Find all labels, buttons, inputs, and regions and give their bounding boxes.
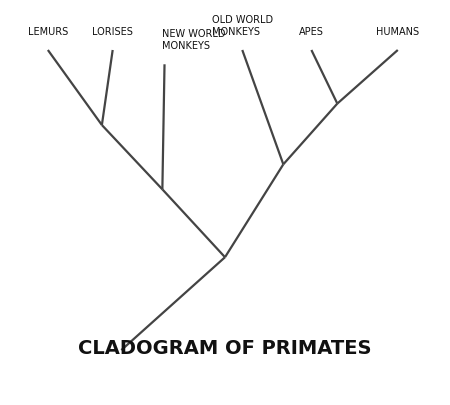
Text: NEW WORLD
MONKEYS: NEW WORLD MONKEYS (162, 29, 226, 51)
Text: LEMURS: LEMURS (28, 27, 68, 36)
Text: APES: APES (299, 27, 324, 36)
Text: OLD WORLD
MONKEYS: OLD WORLD MONKEYS (212, 15, 273, 36)
Text: LORISES: LORISES (92, 27, 133, 36)
Text: CLADOGRAM OF PRIMATES: CLADOGRAM OF PRIMATES (78, 339, 372, 357)
Text: HUMANS: HUMANS (376, 27, 419, 36)
